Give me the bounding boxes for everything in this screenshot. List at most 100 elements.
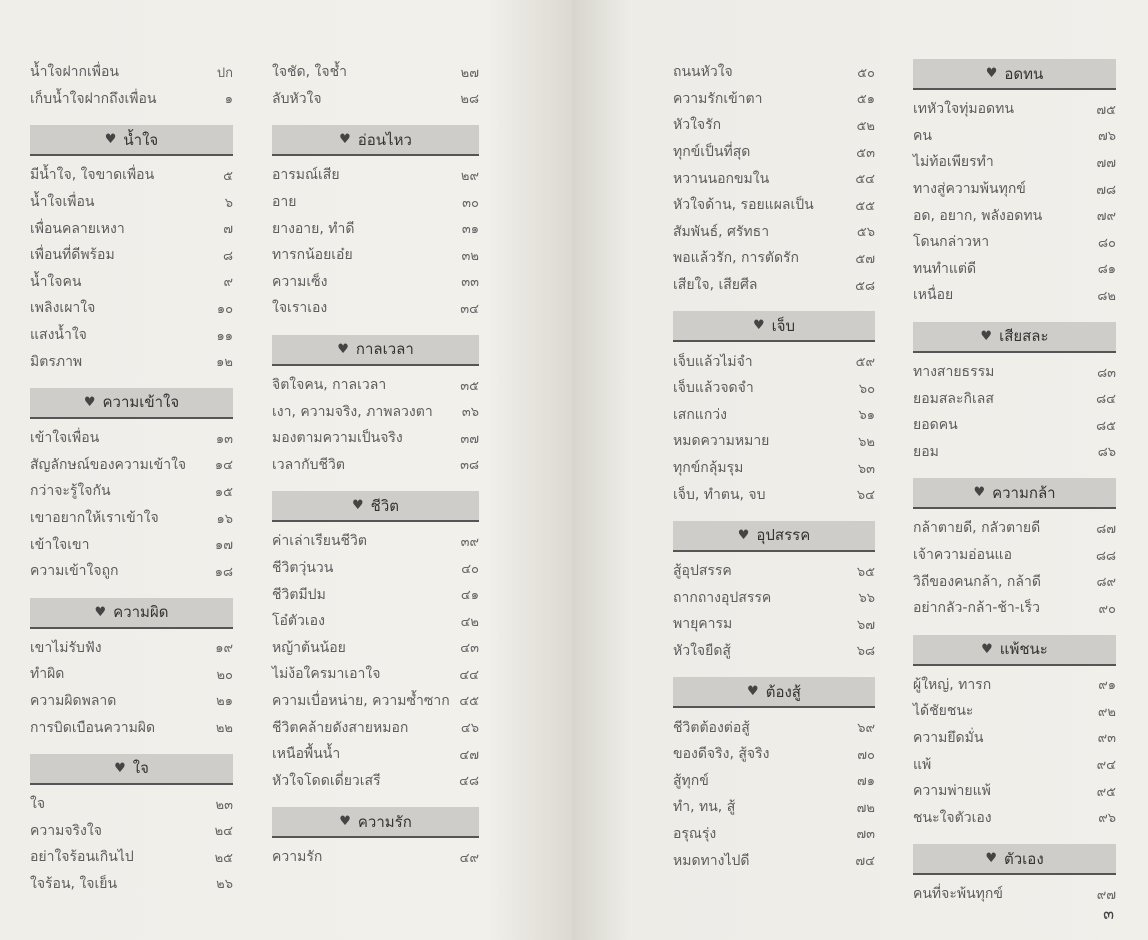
entry-page-number: ๖๗ [856,617,875,633]
entry-title: ใจร้อน, ใจเย็น [30,875,118,892]
entry-title: หัวใจด้าน, รอยแผลเป็น [673,197,814,214]
toc-entry: เจ็บ, ทำตน, จบ ๖๔ [673,481,875,508]
toc-entry: ทำ, ทน, สู้ ๗๒ [673,794,875,821]
toc-entry: การบิดเบือนความผิด ๒๒ [30,714,233,741]
entry-page-number: ๖๖ [858,591,875,607]
toc-entry: ชีวิตคล้ายดังสายหมอก ๔๖ [272,714,479,741]
entry-page-number: ๒๙ [460,168,479,184]
toc-entry: เพื่อนที่ดีพร้อม ๘ [30,242,233,269]
entry-page-number: ๓๗ [460,431,479,447]
toc-entry: หวานนอกขมใน ๕๔ [673,165,875,192]
toc-entry: อาย ๓๐ [272,189,479,216]
entry-title: สู้ทุกข์ [673,772,709,789]
entry-page-number: ๗๘ [1096,182,1116,198]
heart-icon: ♥ [94,604,107,620]
entry-page-number: ๙๐ [1098,601,1116,617]
entry-page-number: ๔๕ [459,694,479,710]
section-title: ต้องสู้ [765,682,801,701]
entry-page-number: ๙๔ [1096,758,1116,774]
entry-page-number: ๖๙ [857,721,875,737]
entry-page-number: ๒๒ [215,721,233,737]
entry-title: ความจริงใจ [30,822,102,839]
entry-title: เจ้าความอ่อนแอ [913,547,1012,564]
toc-entry: ทุกข์กลุ้มรุม ๖๓ [673,455,875,482]
entry-page-number: ๑๕ [214,484,233,500]
toc-entry: ทารกน้อยเอ๋ย ๓๒ [272,242,479,269]
toc-entry: เหนือพื้นน้ำ ๔๗ [272,741,479,768]
section-header: ♥ ความกล้า [913,478,1116,510]
entry-title: เขาไม่รับฟัง [30,639,102,656]
section-header: ♥ อุปสรรค [673,520,875,552]
entry-page-number: ๒๐ [216,667,233,683]
entry-page-number: ๓๙ [460,534,479,550]
entry-title: หัวใจโดดเดี่ยวเสรี [272,772,381,789]
entry-page-number: ๕๐ [857,65,875,81]
toc-entry: ความเซ็ง ๓๓ [272,269,479,296]
section-title: ใจ [132,759,149,778]
toc-entry: อรุณรุ่ง ๗๓ [673,821,875,848]
entry-page-number: ๔๘ [459,774,479,790]
page-number: ๓ [1103,904,1114,923]
entry-page-number: ๔๒ [460,614,479,630]
toc-entry: เจ้าความอ่อนแอ ๘๘ [913,542,1116,569]
entry-page-number: ๗๐ [857,747,875,763]
entry-page-number: ๕๕ [855,198,875,214]
entry-title: เทหัวใจทุ่มอดทน [913,101,1014,118]
entry-title: หมดความหมาย [673,433,770,450]
section-header: ♥ ชีวิต [272,491,479,523]
entry-title: ความยึดมั่น [913,729,984,746]
entry-page-number: ๔๙ [459,850,479,866]
entry-title: เงา, ความจริง, ภาพลวงตา [272,403,433,420]
toc-entry: ถากถางอุปสรรค ๖๖ [673,585,875,612]
toc-entry: เก็บน้ำใจฝากถึงเพื่อน ๑ [30,86,233,113]
entry-page-number: ๓๘ [460,458,479,474]
toc-entry: ชนะใจตัวเอง ๙๖ [913,804,1116,831]
section-header: ♥ อดทน [913,59,1116,90]
entry-title: เขาอยากให้เราเข้าใจ [30,510,159,527]
entry-title: ยอมสละกิเลส [913,390,994,407]
entry-page-number: ๒๗ [460,65,479,81]
entry-title: หวานนอกขมใน [673,170,770,187]
toc-entry: ใจชัด, ใจช้ำ ๒๗ [272,59,479,86]
toc-entry: ความรักเข้าตา ๕๑ [673,86,875,113]
toc-entry: โดนกล่าวหา ๘๐ [913,229,1116,256]
entry-title: ความเบื่อหน่าย, ความซ้ำซาก [272,692,450,709]
entry-page-number: ๕ [223,168,233,184]
entry-page-number: ๗๖ [1097,129,1116,145]
entry-page-number: ๒๘ [460,92,479,108]
toc-entry: น้ำใจเพื่อน ๖ [30,189,233,216]
entry-title: ความเซ็ง [272,273,328,290]
entry-page-number: ๘๗ [1096,521,1116,537]
entry-page-number: ๙๒ [1097,704,1116,720]
right-page: ถนนหัวใจ ๕๐ ความรักเข้าตา ๕๑ หัวใจรัก ๕๒ ทุกข์… [572,0,1148,940]
entry-page-number: ๑ [224,92,233,108]
toc-entry: ความเบื่อหน่าย, ความซ้ำซาก ๔๕ [272,688,479,715]
toc-entry: อด, อยาก, พลังอดทน ๗๙ [913,202,1116,229]
toc-entry: ความรัก ๔๙ [272,844,479,871]
toc-entry: ความยึดมั่น ๙๓ [913,725,1116,752]
entry-page-number: ๕๘ [855,278,875,294]
entry-page-number: ๕๗ [855,251,875,267]
toc-entry: ผู้ใหญ่, ทารก ๙๑ [913,672,1116,699]
entry-title: เก็บน้ำใจฝากถึงเพื่อน [30,90,157,107]
entry-title: ทารกน้อยเอ๋ย [272,247,353,264]
entry-title: กล้าตายดี, กลัวตายดี [913,520,1041,537]
heart-icon: ♥ [752,318,765,334]
toc-entry: พายุคารม ๖๗ [673,611,875,638]
entry-page-number: ๖๒ [858,434,875,450]
entry-title: พอแล้วรัก, การตัดรัก [673,250,800,267]
toc-entry: อย่ากลัว-กล้า-ช้า-เร็ว ๙๐ [913,595,1116,622]
entry-page-number: ๑๒ [216,355,233,371]
toc-entry: มองตามความเป็นจริง ๓๗ [272,425,479,452]
entry-page-number: ๖ [224,195,233,211]
entry-page-number: ๔๔ [459,667,479,683]
toc-entry: ยอมสละกิเลส ๘๔ [913,385,1116,412]
entry-title: สัญลักษณ์ของความเข้าใจ [30,456,187,473]
toc-entry: วิถีของคนกล้า, กล้าดี ๘๙ [913,568,1116,595]
heart-icon: ♥ [104,132,117,148]
toc-entry: ไม่ท้อเพียรทำ ๗๗ [913,149,1116,176]
entry-page-number: ๗๔ [855,854,875,870]
entry-title: น้ำใจฝากเพื่อน [30,64,120,81]
entry-title: ชีวิตวุ่นวน [272,560,334,577]
entry-title: หัวใจรัก [673,117,722,134]
